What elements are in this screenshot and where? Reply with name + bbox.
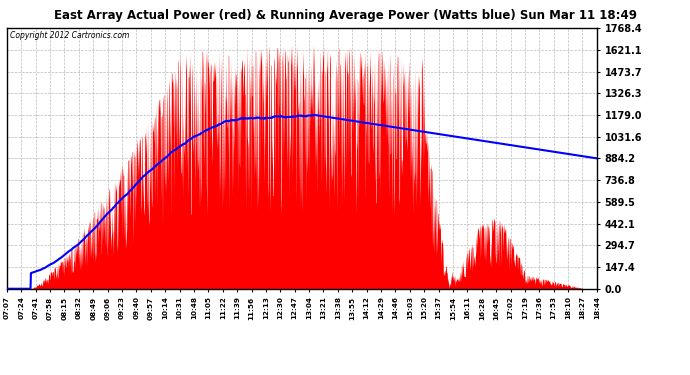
Text: East Array Actual Power (red) & Running Average Power (Watts blue) Sun Mar 11 18: East Array Actual Power (red) & Running … bbox=[54, 9, 636, 22]
Text: Copyright 2012 Cartronics.com: Copyright 2012 Cartronics.com bbox=[10, 31, 129, 40]
